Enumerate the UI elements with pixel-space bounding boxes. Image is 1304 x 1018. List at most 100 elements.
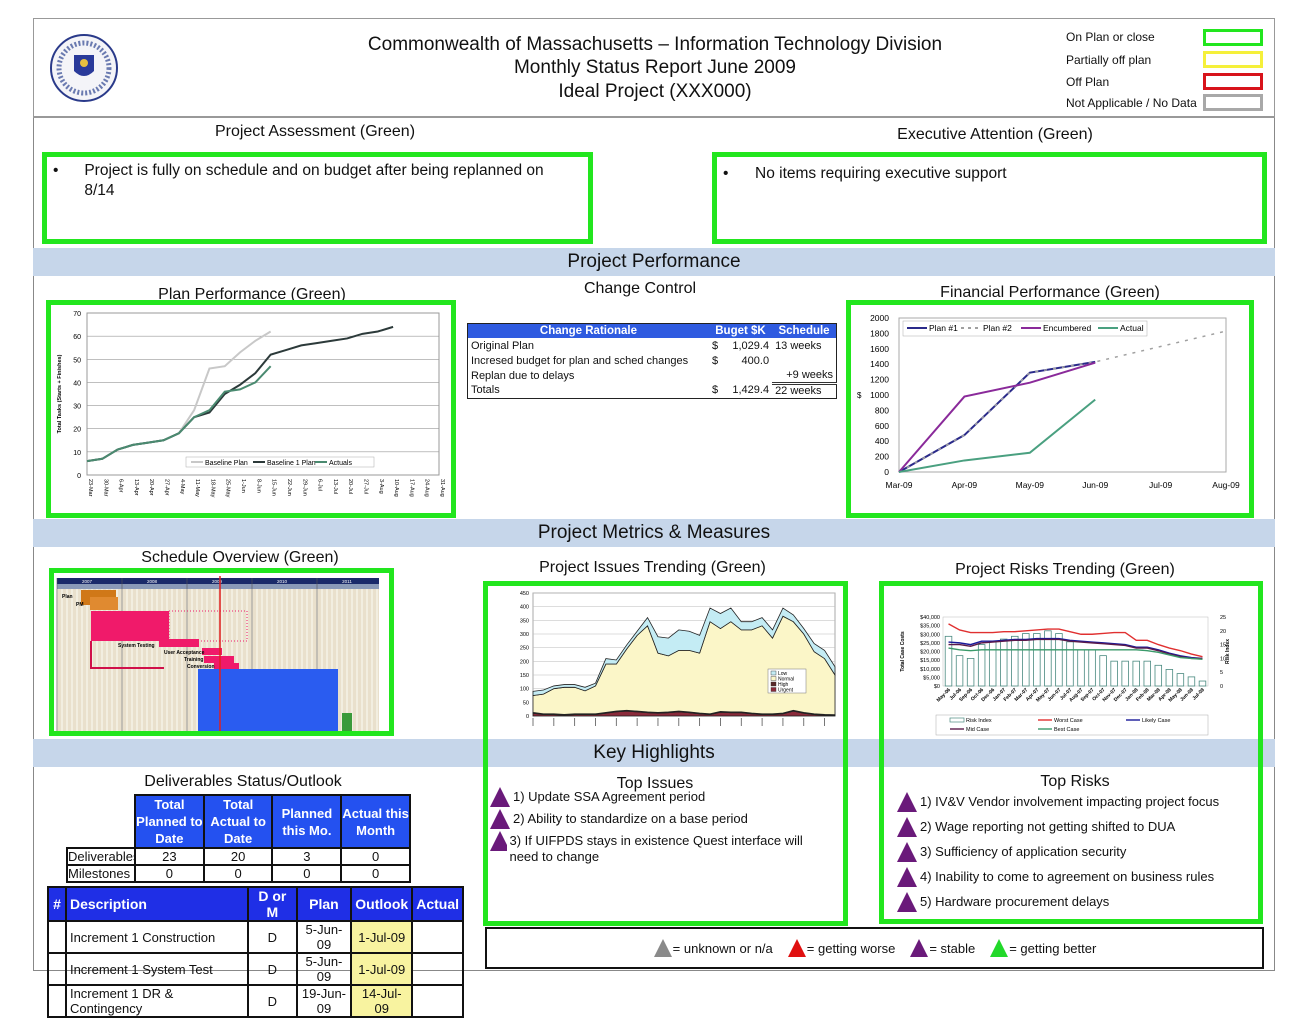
y-tick-label: $5,000 bbox=[923, 675, 940, 681]
schedule-overview-title: Schedule Overview (Green) bbox=[141, 549, 339, 566]
bar-risk-index bbox=[1000, 638, 1008, 687]
cc-totals-row: Totals $1,429.4 22 weeks bbox=[468, 383, 837, 398]
bar-risk-index bbox=[1132, 660, 1140, 687]
y2-tick-label: 25 bbox=[1220, 615, 1226, 621]
legend-swatch bbox=[770, 687, 777, 692]
x-tick-label: 3-Aug bbox=[378, 479, 384, 494]
dt-cell: 0 bbox=[202, 864, 274, 883]
cc-currency bbox=[709, 368, 723, 383]
legend-label: Baseline 1 Plan bbox=[267, 460, 316, 467]
x-tick-label: 20-Jul bbox=[347, 479, 353, 494]
x-tick-label: 13-Apr bbox=[133, 479, 139, 496]
y-tick-label: 60 bbox=[73, 334, 81, 341]
y-tick-label: 2000 bbox=[870, 313, 889, 323]
x-tick-label: 25-May bbox=[225, 479, 231, 498]
gantt-year-label: 2009 bbox=[212, 579, 223, 584]
trend-legend-label: = stable bbox=[929, 940, 976, 956]
legend-label: Actuals bbox=[329, 460, 352, 467]
dt-cell: 0 bbox=[271, 864, 343, 883]
series-line-likely-case bbox=[948, 637, 1203, 660]
dl-num bbox=[47, 920, 67, 954]
y2-tick-label: 15 bbox=[1220, 643, 1226, 649]
dl-row: Increment 1 System Test D 5-Jun-09 1-Jul-09 bbox=[47, 952, 464, 986]
trend-triangle-icon bbox=[787, 939, 806, 957]
x-tick-label: 27-Apr bbox=[164, 479, 170, 496]
deliverables-title: Deliverables Status/Outlook bbox=[144, 773, 342, 790]
dl-header-description: Description bbox=[64, 886, 250, 922]
trend-legend: = unknown or n/a = getting worse = stable =… bbox=[485, 927, 1264, 969]
y-tick-label: 800 bbox=[875, 405, 889, 415]
y-tick-label: $20,000 bbox=[920, 650, 940, 656]
issues-box bbox=[483, 581, 848, 926]
legend-swatch-red bbox=[1203, 73, 1263, 90]
y-tick-label: 0 bbox=[884, 467, 889, 477]
massachusetts-seal-logo bbox=[50, 34, 118, 102]
highlight-item: 3) If UIFPDS stays in existence Quest in… bbox=[489, 830, 834, 865]
y-tick-label: 20 bbox=[73, 427, 81, 434]
gantt-bar-conversion bbox=[214, 663, 239, 670]
y2-tick-label: 0 bbox=[1220, 684, 1223, 690]
dl-header-plan: Plan bbox=[295, 886, 353, 922]
gantt-label-pm: PM bbox=[76, 602, 84, 608]
series-line-worst-case bbox=[948, 623, 1203, 658]
band-project-metrics: Project Metrics & Measures bbox=[33, 519, 1275, 547]
y-axis-label: $ bbox=[857, 391, 862, 400]
trend-triangle-icon bbox=[897, 892, 917, 912]
top-risks-title: Top Risks bbox=[1040, 773, 1110, 790]
legend-box bbox=[185, 456, 375, 468]
trend-triangle-icon bbox=[653, 939, 672, 957]
y-tick-label: 200 bbox=[875, 452, 889, 462]
bar-risk-index bbox=[955, 655, 964, 687]
dl-type: D bbox=[247, 984, 298, 1018]
area-low bbox=[532, 607, 836, 696]
plot-area bbox=[86, 312, 440, 476]
series-line-encumbered bbox=[898, 361, 1096, 473]
report-title: Commonwealth of Massachusetts – Informat… bbox=[367, 34, 943, 55]
dt-cell: 23 bbox=[134, 847, 205, 866]
legend-label: Worst Case bbox=[1054, 718, 1083, 724]
legend-swatch bbox=[770, 676, 777, 681]
trend-triangle-icon bbox=[490, 831, 508, 851]
dl-num bbox=[47, 952, 67, 986]
y-tick-label: 150 bbox=[520, 673, 529, 679]
highlight-text: 3) If UIFPDS stays in existence Quest in… bbox=[509, 833, 803, 864]
dl-header-type: D or M bbox=[247, 886, 298, 922]
y2-tick-label: 5 bbox=[1220, 670, 1223, 676]
x-tick-label: 10-Aug bbox=[393, 479, 399, 497]
gantt-milestone bbox=[342, 713, 352, 731]
bar-risk-index bbox=[966, 658, 975, 687]
legend-swatch-gray bbox=[1203, 94, 1263, 111]
y-tick-label: 1800 bbox=[870, 328, 889, 338]
y-tick-label: 50 bbox=[73, 357, 81, 364]
gantt-dependency-line bbox=[90, 641, 164, 669]
trend-legend-item: = getting worse bbox=[787, 938, 895, 958]
bar-risk-index bbox=[1110, 660, 1118, 687]
bar-risk-index bbox=[1055, 633, 1063, 687]
dl-header-num: # bbox=[47, 886, 67, 922]
legend-label: Likely Case bbox=[1142, 718, 1170, 724]
y-tick-label: 1200 bbox=[870, 375, 889, 385]
cc-total-budget: 1,429.4 bbox=[732, 384, 770, 397]
legend-label: Low bbox=[778, 671, 788, 677]
highlight-text: 4) Inability to come to agreement on bus… bbox=[920, 869, 1215, 884]
trend-triangle-icon bbox=[897, 842, 917, 862]
x-tick-label: 24-Aug bbox=[424, 479, 430, 497]
cc-rationale: Incresed budget for plan and sched chang… bbox=[471, 354, 689, 367]
change-control-table: Change Rationale Buget $K Schedule Origina… bbox=[467, 323, 837, 399]
bar-risk-index bbox=[1154, 664, 1163, 687]
gantt-year-label: 2010 bbox=[277, 579, 288, 584]
y-tick-label: $0 bbox=[934, 684, 940, 690]
legend-label: Plan #2 bbox=[983, 323, 1012, 333]
y-tick-label: 40 bbox=[73, 380, 81, 387]
y-tick-label: 300 bbox=[520, 632, 529, 638]
highlight-text: 1) IV&V Vendor involvement impacting pro… bbox=[920, 794, 1220, 809]
y2-tick-label: 20 bbox=[1220, 629, 1226, 635]
band-project-performance: Project Performance bbox=[33, 248, 1275, 276]
cc-schedule: 13 weeks bbox=[775, 339, 822, 352]
y-tick-label: 200 bbox=[520, 659, 529, 665]
trend-triangle-icon bbox=[490, 809, 510, 829]
project-name: Ideal Project (XXX000) bbox=[558, 81, 752, 102]
y-tick-label: 50 bbox=[523, 700, 529, 706]
highlight-item: 2) Ability to standardize on a base peri… bbox=[489, 808, 834, 830]
